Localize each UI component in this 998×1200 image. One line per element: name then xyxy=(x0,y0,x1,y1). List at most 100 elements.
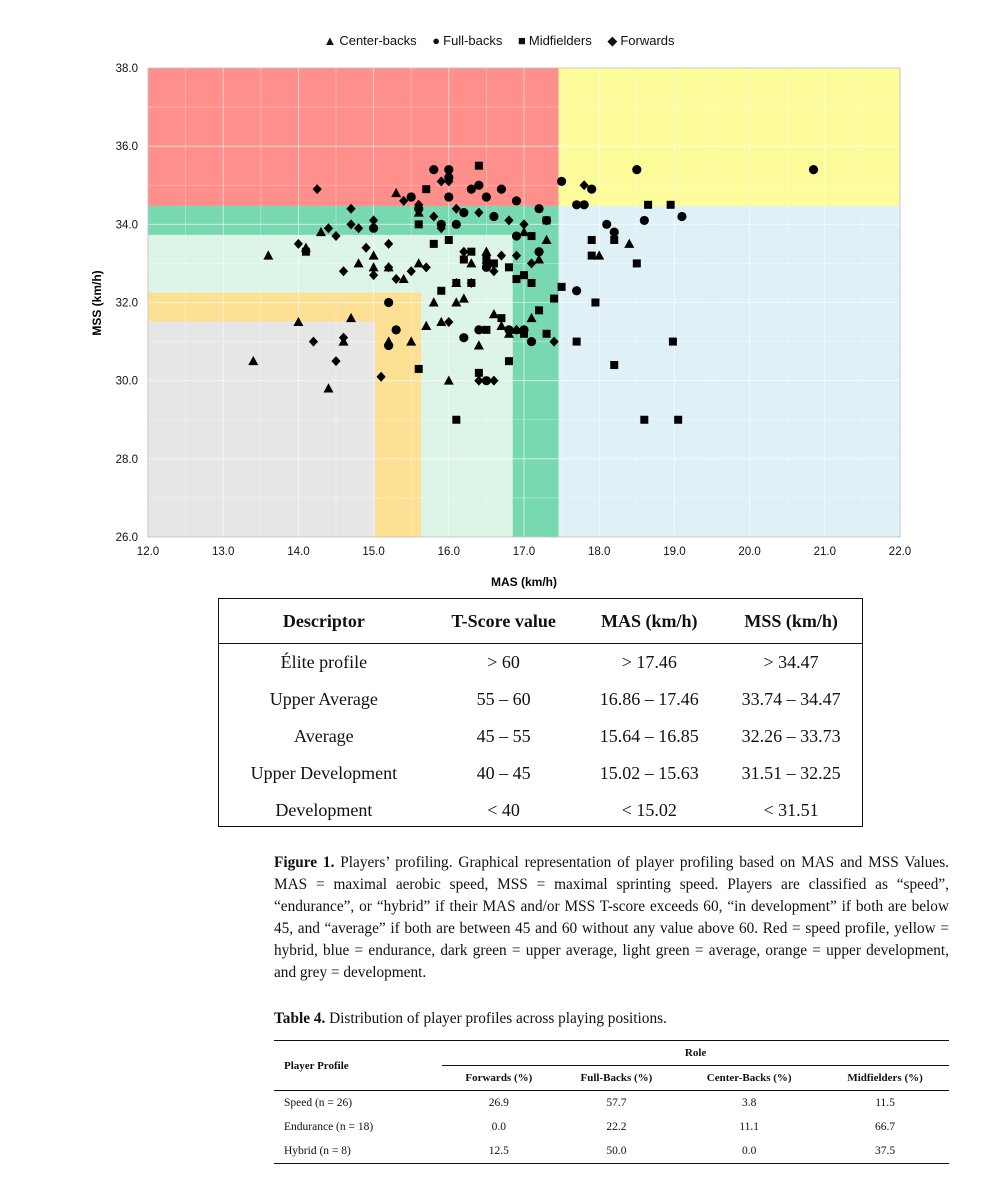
center-back-point xyxy=(391,187,402,198)
center-back-point xyxy=(443,375,454,385)
full-back-point xyxy=(587,184,597,194)
center-back-point xyxy=(534,254,545,264)
full-back-point xyxy=(474,325,484,335)
chart-legend: ▲ Center-backs ● Full-backs ■ Midfielders ◆… xyxy=(0,33,998,49)
full-back-point xyxy=(474,180,484,190)
center-back-point xyxy=(353,258,364,268)
full-back-point xyxy=(481,192,491,202)
midfielder-point xyxy=(572,337,581,346)
midfielder-point xyxy=(542,329,551,338)
legend-item-full-backs: ● Full-backs xyxy=(432,33,502,48)
forward-point xyxy=(338,332,349,343)
forward-point xyxy=(436,176,446,187)
y-tick-label: 32.0 xyxy=(116,298,138,310)
full-back-point xyxy=(504,325,514,335)
table-cell: < 40 xyxy=(487,800,520,820)
x-tick-label: 21.0 xyxy=(814,546,836,558)
midfielder-point xyxy=(550,294,559,303)
midfielder-point xyxy=(668,337,677,346)
center-back-point xyxy=(428,297,439,307)
forward-point xyxy=(331,231,341,242)
midfielder-point xyxy=(429,239,438,248)
table-cell: > 60 xyxy=(487,652,520,672)
table-cell: Upper Development xyxy=(250,763,398,783)
full-back-point xyxy=(459,333,469,343)
plot-border xyxy=(147,67,901,538)
midfielder-point xyxy=(632,259,641,268)
midfielder-point xyxy=(301,247,310,256)
x-tick-label: 18.0 xyxy=(588,546,610,558)
forward-point xyxy=(391,274,401,285)
center-back-point xyxy=(594,250,605,260)
forward-point xyxy=(338,266,349,277)
center-back-point xyxy=(624,238,635,248)
y-tick-label: 30.0 xyxy=(116,376,138,388)
center-back-point xyxy=(248,355,259,366)
forward-point xyxy=(384,238,394,249)
center-back-point xyxy=(293,316,304,327)
center-back-point xyxy=(368,250,379,260)
full-back-point xyxy=(406,192,416,202)
table-cell: Average xyxy=(294,726,354,746)
column-header: Full-Backs (%) xyxy=(555,1065,678,1091)
midfielder-point xyxy=(452,415,461,424)
table-cell: 11.1 xyxy=(739,1121,760,1133)
midfielder-point xyxy=(587,235,596,244)
x-tick-label: 12.0 xyxy=(137,546,159,558)
table-row: Hybrid (n = 8) 12.5 50.0 0.0 37.5 xyxy=(274,1139,949,1164)
center-back-point xyxy=(541,234,552,244)
data-points xyxy=(248,161,819,424)
center-back-point xyxy=(398,273,409,284)
forward-point xyxy=(376,371,386,382)
full-back-point xyxy=(511,231,522,241)
descriptor-table: Descriptor T-Score value MAS (km/h) MSS … xyxy=(218,598,863,827)
midfielder-point xyxy=(644,200,653,209)
forward-point xyxy=(579,180,589,191)
table-cell: 32.26 – 33.73 xyxy=(741,726,841,746)
midfielder-point xyxy=(414,220,423,229)
forward-point xyxy=(489,375,499,386)
center-back-point xyxy=(413,258,424,268)
full-back-point xyxy=(391,325,401,335)
full-back-point xyxy=(639,215,649,226)
midfielder-point xyxy=(520,271,528,280)
full-back-point xyxy=(511,196,522,206)
forward-point xyxy=(361,242,371,253)
table-row: Development < 40 < 15.02 < 31.51 xyxy=(219,792,862,829)
table-cell: Upper Average xyxy=(269,689,378,709)
midfielder-point xyxy=(591,298,600,307)
table-cell: Endurance (n = 18) xyxy=(284,1121,374,1133)
forward-point xyxy=(519,219,529,230)
group-header: Role xyxy=(442,1040,949,1066)
legend-label: Midfielders xyxy=(528,33,592,48)
midfielder-point xyxy=(422,185,431,194)
forward-point xyxy=(406,266,416,277)
center-back-point xyxy=(346,312,357,323)
midfielder-point xyxy=(674,415,683,424)
table-cell: Speed (n = 26) xyxy=(284,1097,353,1109)
y-tick-label: 36.0 xyxy=(116,141,138,153)
column-header: Center-Backs (%) xyxy=(677,1065,822,1091)
table-cell: 0.0 xyxy=(677,1139,822,1164)
table-cell: 31.51 – 32.25 xyxy=(741,763,841,783)
full-back-point xyxy=(466,184,476,194)
x-tick-label: 22.0 xyxy=(889,546,911,558)
circle-icon: ● xyxy=(432,33,441,48)
center-back-point xyxy=(315,226,326,237)
forward-point xyxy=(323,223,334,234)
full-back-point xyxy=(534,204,544,214)
full-back-point xyxy=(384,297,394,308)
center-back-point xyxy=(263,250,274,260)
full-back-point xyxy=(451,219,461,229)
forward-point xyxy=(353,223,364,234)
midfielder-point xyxy=(666,200,675,209)
table-cell: 26.9 xyxy=(488,1097,509,1109)
zone-hybrid xyxy=(558,68,900,206)
table-caption-text: Distribution of player profiles across p… xyxy=(325,1010,667,1027)
table-cell: 37.5 xyxy=(821,1139,949,1164)
chart-svg: 12.0 13.0 14.0 15.0 16.0 17.0 18.0 19.0 20.0 21.0… xyxy=(90,63,911,589)
x-tick-label: 19.0 xyxy=(663,546,685,558)
zone-endurance xyxy=(558,205,900,537)
x-tick-label: 13.0 xyxy=(212,546,234,558)
center-back-point xyxy=(406,336,417,346)
